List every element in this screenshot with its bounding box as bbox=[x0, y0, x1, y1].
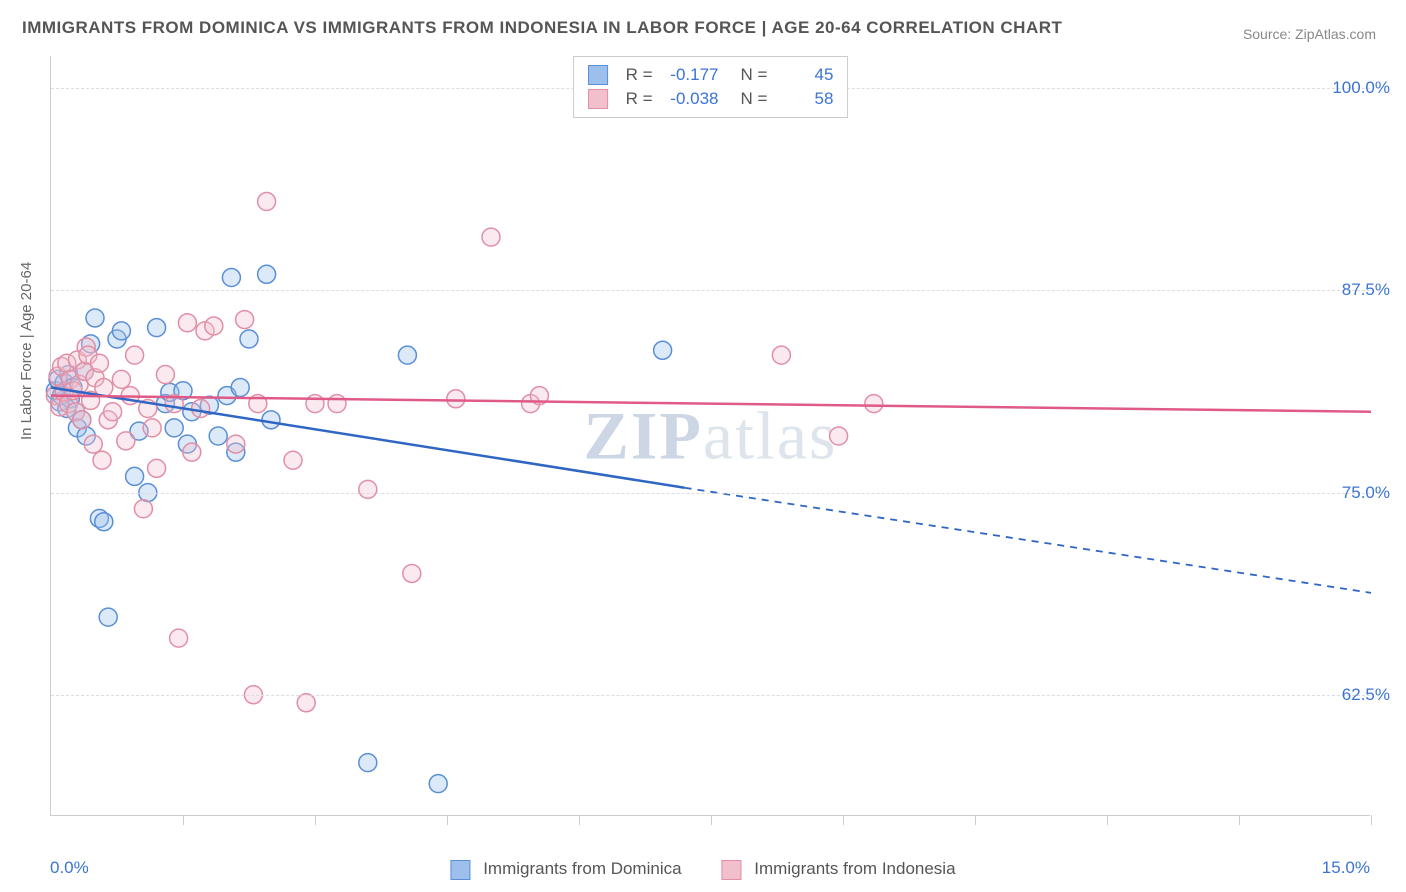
scatter-point bbox=[126, 467, 144, 485]
scatter-point bbox=[156, 366, 174, 384]
scatter-point bbox=[84, 435, 102, 453]
scatter-point bbox=[99, 608, 117, 626]
x-tick bbox=[183, 815, 184, 825]
x-axis-min-label: 0.0% bbox=[50, 858, 89, 878]
scatter-point bbox=[328, 395, 346, 413]
legend-n-label: N = bbox=[741, 65, 768, 85]
scatter-point bbox=[104, 403, 122, 421]
correlation-legend: R = -0.177 N = 45 R = -0.038 N = 58 bbox=[573, 56, 849, 118]
scatter-point bbox=[429, 775, 447, 793]
scatter-point bbox=[359, 754, 377, 772]
y-axis-label: In Labor Force | Age 20-64 bbox=[18, 262, 35, 440]
scatter-point bbox=[178, 314, 196, 332]
scatter-point bbox=[222, 269, 240, 287]
legend-swatch bbox=[588, 89, 608, 109]
legend-swatch bbox=[450, 860, 470, 880]
x-tick bbox=[975, 815, 976, 825]
chart-title: IMMIGRANTS FROM DOMINICA VS IMMIGRANTS F… bbox=[22, 18, 1062, 38]
scatter-point bbox=[112, 370, 130, 388]
legend-r-value: -0.038 bbox=[663, 89, 719, 109]
scatter-point bbox=[148, 319, 166, 337]
scatter-point bbox=[148, 459, 166, 477]
legend-r-label: R = bbox=[626, 89, 653, 109]
scatter-point bbox=[95, 513, 113, 531]
y-tick-label: 75.0% bbox=[1342, 483, 1390, 503]
scatter-point bbox=[205, 317, 223, 335]
scatter-point bbox=[297, 694, 315, 712]
y-tick-label: 100.0% bbox=[1332, 78, 1390, 98]
legend-r-label: R = bbox=[626, 65, 653, 85]
scatter-point bbox=[772, 346, 790, 364]
x-tick bbox=[1371, 815, 1372, 825]
scatter-point bbox=[258, 265, 276, 283]
scatter-point bbox=[240, 330, 258, 348]
series-legend-label: Immigrants from Indonesia bbox=[754, 859, 955, 878]
series-legend: Immigrants from Dominica Immigrants from… bbox=[450, 859, 955, 880]
gridline-h bbox=[51, 290, 1370, 291]
legend-n-label: N = bbox=[741, 89, 768, 109]
y-tick-label: 87.5% bbox=[1342, 280, 1390, 300]
trend-line-extrapolated bbox=[685, 488, 1371, 593]
scatter-point bbox=[482, 228, 500, 246]
scatter-point bbox=[231, 378, 249, 396]
series-legend-item: Immigrants from Dominica bbox=[450, 859, 681, 880]
gridline-h bbox=[51, 695, 1370, 696]
scatter-point bbox=[403, 564, 421, 582]
x-tick bbox=[843, 815, 844, 825]
legend-n-value: 45 bbox=[777, 65, 833, 85]
scatter-point bbox=[654, 341, 672, 359]
scatter-point bbox=[236, 311, 254, 329]
scatter-point bbox=[170, 629, 188, 647]
scatter-point bbox=[86, 309, 104, 327]
scatter-point bbox=[112, 322, 130, 340]
scatter-point bbox=[262, 411, 280, 429]
scatter-point bbox=[183, 443, 201, 461]
legend-swatch bbox=[722, 860, 742, 880]
scatter-point bbox=[398, 346, 416, 364]
scatter-point bbox=[90, 354, 108, 372]
correlation-legend-row: R = -0.177 N = 45 bbox=[588, 63, 834, 87]
x-tick bbox=[447, 815, 448, 825]
x-tick bbox=[1239, 815, 1240, 825]
scatter-point bbox=[126, 346, 144, 364]
scatter-point bbox=[447, 390, 465, 408]
scatter-point bbox=[306, 395, 324, 413]
series-legend-item: Immigrants from Indonesia bbox=[722, 859, 956, 880]
scatter-point bbox=[209, 427, 227, 445]
scatter-point bbox=[134, 500, 152, 518]
legend-n-value: 58 bbox=[777, 89, 833, 109]
x-axis-max-label: 15.0% bbox=[1322, 858, 1370, 878]
chart-svg bbox=[51, 56, 1370, 815]
y-tick-label: 62.5% bbox=[1342, 685, 1390, 705]
source-attribution: Source: ZipAtlas.com bbox=[1243, 26, 1376, 42]
series-legend-label: Immigrants from Dominica bbox=[483, 859, 681, 878]
scatter-point bbox=[865, 395, 883, 413]
scatter-point bbox=[192, 400, 210, 418]
scatter-point bbox=[284, 451, 302, 469]
legend-swatch bbox=[588, 65, 608, 85]
gridline-h bbox=[51, 493, 1370, 494]
x-tick bbox=[579, 815, 580, 825]
scatter-point bbox=[143, 419, 161, 437]
scatter-point bbox=[359, 480, 377, 498]
scatter-point bbox=[227, 435, 245, 453]
scatter-point bbox=[93, 451, 111, 469]
scatter-point bbox=[258, 193, 276, 211]
x-tick bbox=[711, 815, 712, 825]
scatter-point bbox=[73, 411, 91, 429]
legend-r-value: -0.177 bbox=[663, 65, 719, 85]
plot-area: R = -0.177 N = 45 R = -0.038 N = 58 ZIPa… bbox=[50, 56, 1370, 816]
scatter-point bbox=[165, 419, 183, 437]
x-tick bbox=[1107, 815, 1108, 825]
scatter-point bbox=[117, 432, 135, 450]
x-tick bbox=[315, 815, 316, 825]
scatter-point bbox=[830, 427, 848, 445]
correlation-legend-row: R = -0.038 N = 58 bbox=[588, 87, 834, 111]
